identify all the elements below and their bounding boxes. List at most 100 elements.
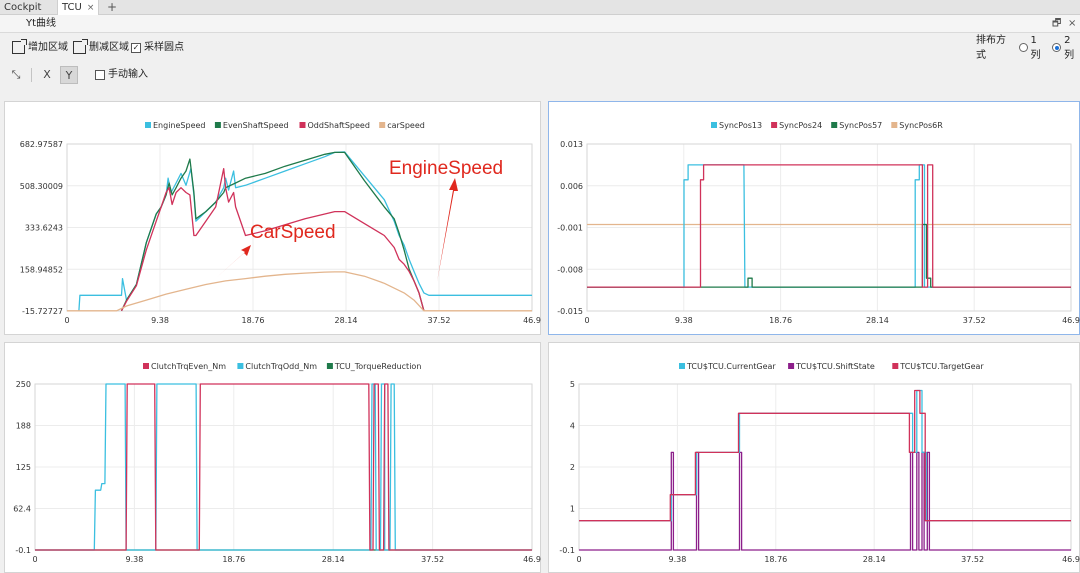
y-tick-label: -0.015 bbox=[557, 307, 583, 316]
legend-swatch bbox=[679, 363, 685, 369]
x-tick-label: 46.9 bbox=[523, 316, 541, 325]
x-tick-label: 18.76 bbox=[242, 316, 265, 325]
series-line-tcu-tcu-currentgear bbox=[579, 389, 1071, 522]
manual-input-label: 手动输入 bbox=[108, 69, 148, 80]
legend-swatch bbox=[299, 122, 306, 128]
legend-swatch bbox=[326, 363, 333, 369]
close-icon[interactable]: × bbox=[86, 3, 95, 13]
y-tick-label: 0.013 bbox=[560, 140, 583, 149]
series-line-carspeed bbox=[67, 271, 532, 312]
checkbox-checked-icon: ✓ bbox=[131, 42, 141, 53]
annotation-arrow bbox=[437, 178, 458, 282]
y-tick-label: -0.008 bbox=[557, 265, 583, 274]
x-zoom-button[interactable]: X bbox=[43, 68, 51, 81]
legend-label: TCU_TorqueReduction bbox=[334, 362, 422, 371]
x-tick-label: 28.14 bbox=[863, 555, 886, 564]
x-tick-label: 9.38 bbox=[675, 316, 693, 325]
legend-label: ClutchTrqOdd_Nm bbox=[245, 362, 317, 371]
legend-swatch bbox=[145, 122, 151, 128]
y-tick-label: 333.6243 bbox=[25, 224, 63, 233]
plot-frame bbox=[66, 143, 533, 312]
layout-label: 排布方式 bbox=[976, 34, 1006, 61]
y-tick-label: 682.97587 bbox=[20, 140, 63, 149]
tab-bar: Cockpit TCU × + bbox=[0, 0, 1080, 15]
legend-label: EvenShaftSpeed bbox=[223, 121, 289, 130]
radio-1col-label: 1列 bbox=[1030, 34, 1041, 61]
tab-label: TCU bbox=[62, 2, 82, 13]
x-tick-label: 9.38 bbox=[151, 316, 169, 325]
legend-label: carSpeed bbox=[387, 121, 425, 130]
annotation-label: CarSpeed bbox=[250, 222, 336, 243]
collapse-icon[interactable]: ⤡ bbox=[11, 68, 21, 81]
tab-cockpit[interactable]: Cockpit bbox=[0, 0, 45, 15]
restore-icon[interactable]: 🗗 bbox=[1052, 18, 1062, 29]
radio-2col[interactable] bbox=[1052, 43, 1062, 52]
tab-tcu[interactable]: TCU × bbox=[57, 0, 100, 15]
main-toolbar: 增加区域 删减区域 ✓ 采样圆点 排布方式 1列 2列 bbox=[0, 34, 1080, 61]
x-tick-label: 28.14 bbox=[866, 316, 889, 325]
sample-points-checkbox[interactable]: ✓ 采样圆点 bbox=[131, 40, 184, 55]
legend-swatch bbox=[237, 363, 244, 369]
chart-panel-speed[interactable]: EngineSpeed EvenShaftSpeed OddShaftSpeed ca… bbox=[4, 101, 541, 335]
y-tick-label: 62.4 bbox=[13, 505, 31, 514]
legend-swatch bbox=[214, 122, 221, 128]
legend-label: SyncPos57 bbox=[839, 121, 882, 130]
radio-2col-label: 2列 bbox=[1064, 34, 1075, 61]
legend-label: OddShaftSpeed bbox=[308, 121, 370, 130]
legend-label: ClutchTrqEven_Nm bbox=[151, 362, 226, 371]
panel-title: Yt曲线 bbox=[26, 18, 57, 29]
legend-swatch bbox=[379, 122, 386, 128]
annotation-arrow bbox=[217, 245, 251, 277]
plot-frame bbox=[586, 143, 1072, 312]
y-tick-label: 2 bbox=[570, 463, 575, 472]
x-tick-label: 37.52 bbox=[963, 316, 986, 325]
clutch-chart: ClutchTrqEven_Nm ClutchTrqOdd_Nm TCU_Torqu… bbox=[13, 362, 541, 564]
remove-area-button[interactable]: 删减区域 bbox=[73, 39, 129, 55]
x-tick-label: 9.38 bbox=[125, 555, 143, 564]
series-line-oddshaftspeed bbox=[120, 167, 425, 312]
chart-panel-gear[interactable]: TCU$TCU.CurrentGear TCU$TCU.ShiftState TCU… bbox=[548, 342, 1080, 573]
x-tick-label: 0 bbox=[576, 555, 581, 564]
gear-chart: TCU$TCU.CurrentGear TCU$TCU.ShiftState TCU… bbox=[559, 362, 1080, 564]
chart-panel-clutch[interactable]: ClutchTrqEven_Nm ClutchTrqOdd_Nm TCU_Torqu… bbox=[4, 342, 541, 573]
legend-label: SyncPos13 bbox=[719, 121, 762, 130]
secondary-toolbar: ⤡ X Y 手动输入 bbox=[0, 62, 1080, 88]
syncpos-chart: SyncPos13 SyncPos24 SyncPos57 SyncPos6R 0 9.3… bbox=[557, 121, 1080, 325]
y-tick-label: 188 bbox=[16, 422, 31, 431]
chart-panel-syncpos[interactable]: SyncPos13 SyncPos24 SyncPos57 SyncPos6R 0 9.3… bbox=[548, 101, 1080, 335]
y-zoom-button[interactable]: Y bbox=[60, 66, 78, 84]
legend-label: SyncPos24 bbox=[779, 121, 822, 130]
add-tab-icon[interactable]: + bbox=[106, 0, 118, 14]
legend-label: TCU$TCU.TargetGear bbox=[899, 362, 984, 371]
y-tick-label: 508.30009 bbox=[20, 182, 63, 191]
toolbar-divider bbox=[31, 68, 32, 82]
y-tick-label: -0.1 bbox=[15, 546, 31, 555]
x-tick-label: 37.52 bbox=[428, 316, 451, 325]
remove-area-label: 删减区域 bbox=[89, 42, 129, 53]
manual-input-checkbox[interactable]: 手动输入 bbox=[95, 67, 148, 82]
legend-label: TCU$TCU.ShiftState bbox=[795, 362, 875, 371]
x-tick-label: 46.9 bbox=[523, 555, 541, 564]
series-line-tcu-tcu-targetgear bbox=[579, 389, 1071, 522]
checkbox-unchecked-icon bbox=[95, 69, 105, 80]
legend-swatch bbox=[892, 363, 899, 369]
series-line-syncpos57 bbox=[587, 223, 1071, 288]
legend-label: EngineSpeed bbox=[153, 121, 206, 130]
series-line-syncpos24 bbox=[587, 164, 1071, 288]
y-tick-label: -0.1 bbox=[559, 546, 575, 555]
radio-1col[interactable] bbox=[1018, 43, 1028, 52]
x-tick-label: 46.9 bbox=[1062, 316, 1080, 325]
x-tick-label: 28.14 bbox=[335, 316, 358, 325]
legend-label: TCU$TCU.CurrentGear bbox=[686, 362, 776, 371]
panel-titlebar: Yt曲线 🗗 × bbox=[0, 15, 1080, 33]
y-tick-label: 158.94852 bbox=[20, 265, 63, 274]
x-tick-label: 28.14 bbox=[322, 555, 345, 564]
add-area-button[interactable]: 增加区域 bbox=[12, 39, 68, 55]
y-tick-label: 250 bbox=[16, 380, 31, 389]
remove-area-icon bbox=[73, 39, 88, 54]
x-tick-label: 9.38 bbox=[668, 555, 686, 564]
layout-selector: 排布方式 1列 2列 bbox=[976, 35, 1080, 61]
close-panel-icon[interactable]: × bbox=[1068, 18, 1077, 29]
x-tick-label: 18.76 bbox=[769, 316, 792, 325]
y-tick-label: 125 bbox=[16, 463, 31, 472]
